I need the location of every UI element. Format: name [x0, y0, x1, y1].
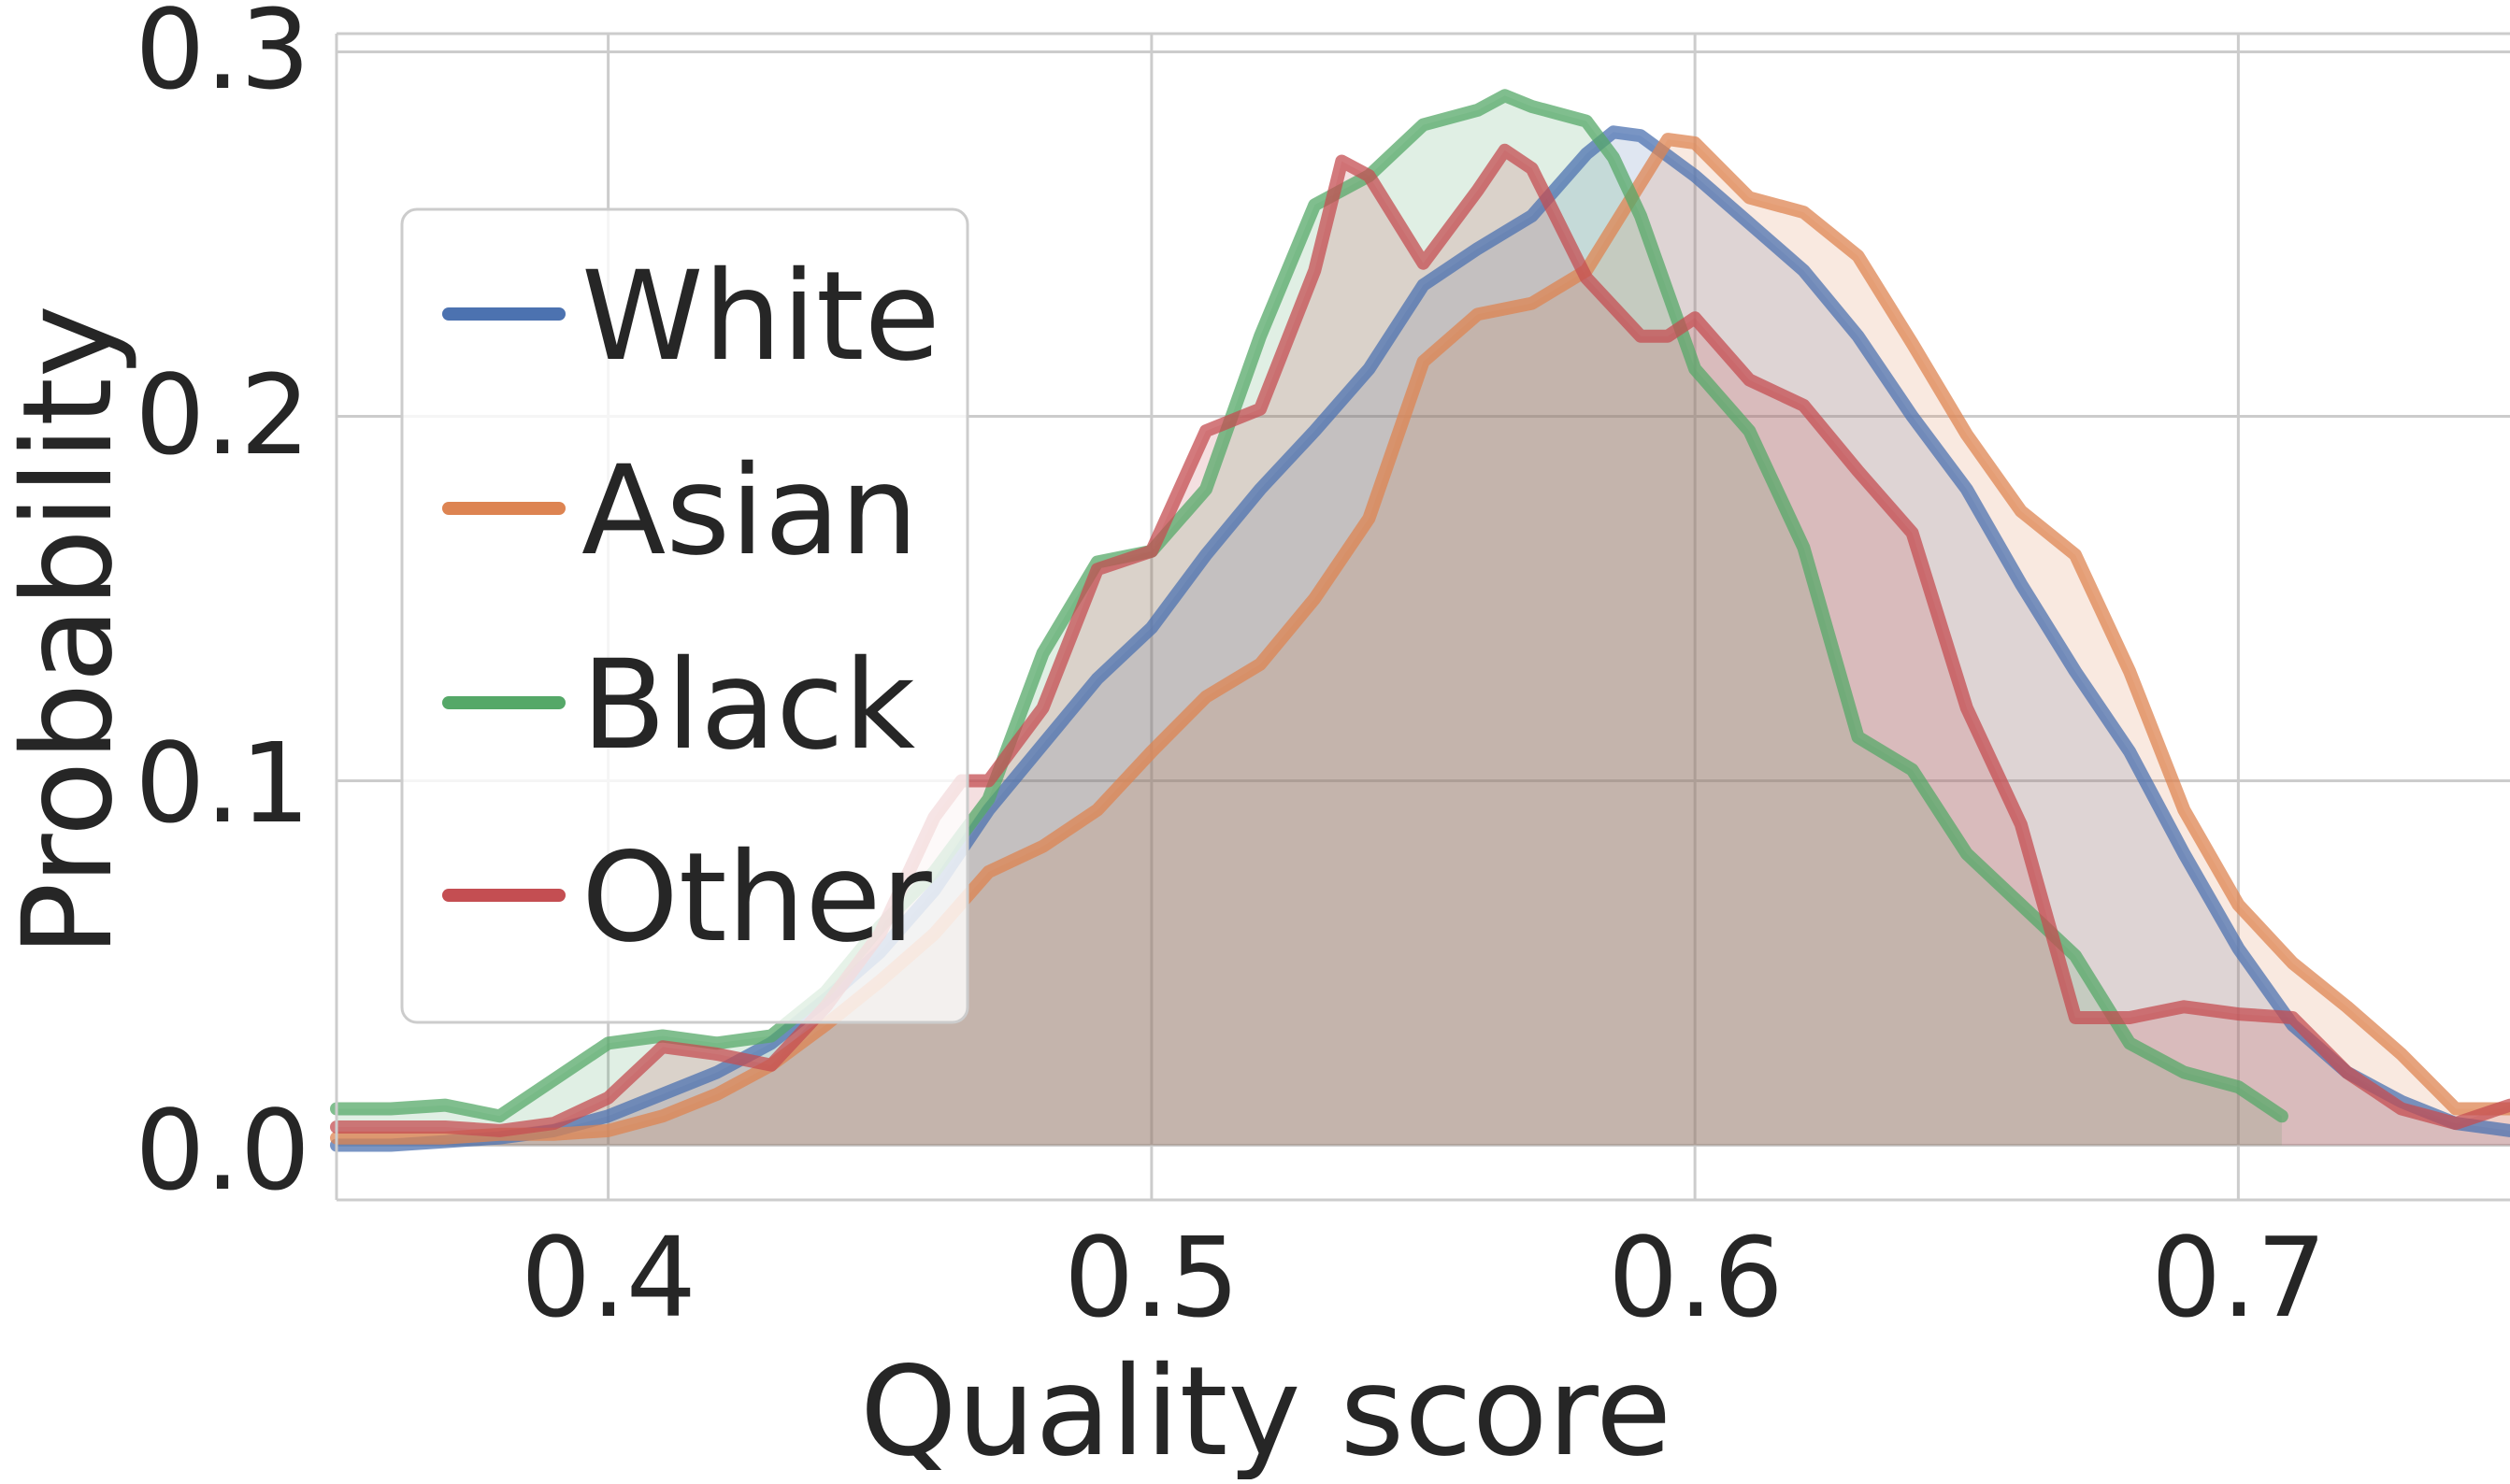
density-fill-other [337, 150, 2510, 1146]
legend-label-other: Other [581, 826, 933, 970]
y-tick-label: 0.0 [135, 1086, 310, 1215]
y-axis-label: Probability [0, 305, 140, 957]
tick-labels: 0.4 0.5 0.6 0.7 0.0 0.1 0.2 0.3 [135, 0, 2327, 1342]
legend-label-asian: Asian [581, 439, 918, 583]
legend-label-white: White [581, 245, 940, 389]
x-tick-label: 0.7 [2151, 1213, 2327, 1342]
y-tick-label: 0.1 [135, 719, 310, 848]
legend-box [400, 207, 969, 1024]
legend: White Asian Black Other [400, 207, 969, 1024]
density-fill-white [337, 132, 2510, 1146]
y-tick-label: 0.2 [135, 350, 310, 479]
density-fills [337, 95, 2510, 1146]
density-line-asian [330, 133, 2510, 1145]
x-axis-label: Quality score [860, 1340, 1671, 1479]
x-tick-label: 0.4 [521, 1213, 696, 1342]
axes-frame [335, 32, 2510, 1202]
density-line-white [330, 125, 2510, 1152]
density-fill-asian [337, 139, 2510, 1146]
density-fill-black [337, 95, 2282, 1146]
y-tick-label: 0.3 [135, 0, 310, 114]
legend-label-black: Black [581, 634, 916, 778]
x-tick-label: 0.6 [1608, 1213, 1784, 1342]
density-line-other [330, 143, 2510, 1137]
x-tick-label: 0.5 [1064, 1213, 1240, 1342]
density-lines [330, 89, 2510, 1152]
